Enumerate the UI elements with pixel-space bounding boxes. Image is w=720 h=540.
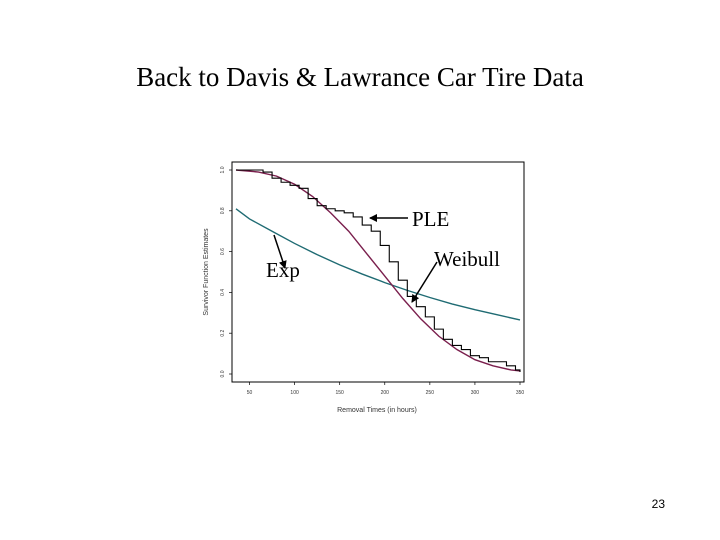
y-tick-label: 0.8 — [220, 207, 226, 214]
plot-frame — [231, 161, 525, 383]
weibull-arrow — [411, 261, 438, 303]
x-axis: 50 100 150 200 250 300 350 — [247, 382, 525, 396]
x-tick-label: 50 — [247, 390, 253, 396]
y-tick-label: 0.0 — [220, 370, 226, 377]
y-tick-label: 0.4 — [220, 289, 226, 296]
x-tick-label: 100 — [290, 390, 299, 396]
exp-arrow — [273, 234, 287, 269]
x-tick-label: 250 — [426, 390, 435, 396]
x-tick-label: 200 — [381, 390, 390, 396]
weibull-curve — [235, 169, 521, 372]
y-tick-label: 0.6 — [220, 248, 226, 255]
x-tick-label: 150 — [336, 390, 345, 396]
x-tick-label: 350 — [516, 390, 525, 396]
x-axis-label: Removal Times (in hours) — [337, 407, 417, 414]
slide-title: Back to Davis & Lawrance Car Tire Data — [136, 62, 584, 92]
page-number: 23 — [651, 497, 665, 511]
curves — [235, 169, 521, 372]
y-axis: 0.0 0.2 0.4 0.6 0.8 1.0 — [220, 166, 232, 377]
y-tick-label: 0.2 — [220, 330, 226, 337]
weibull-annotation: Weibull — [434, 247, 500, 271]
y-tick-label: 1.0 — [220, 166, 226, 173]
y-axis-label: Survivor Function Estimates — [203, 228, 210, 316]
x-tick-label: 300 — [471, 390, 480, 396]
exp-curve — [235, 208, 521, 321]
ple-curve — [236, 169, 521, 372]
exp-annotation: Exp — [266, 258, 300, 282]
ple-annotation: PLE — [412, 207, 450, 231]
